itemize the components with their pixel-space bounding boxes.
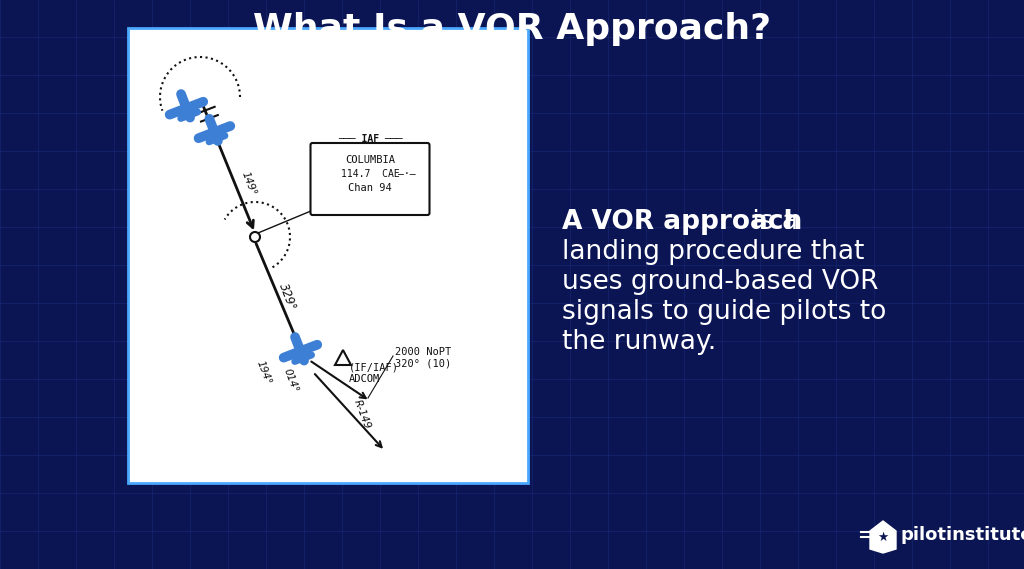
- Text: R-149: R-149: [352, 398, 373, 430]
- Text: 329°: 329°: [276, 282, 298, 312]
- Text: What Is a VOR Approach?: What Is a VOR Approach?: [253, 12, 771, 46]
- Text: landing procedure that: landing procedure that: [562, 239, 864, 265]
- Text: the runway.: the runway.: [562, 329, 716, 355]
- Text: COLUMBIA: COLUMBIA: [345, 155, 395, 165]
- Text: pilotinstitute: pilotinstitute: [901, 526, 1024, 544]
- Bar: [128, 28, 528, 483]
- Text: ★: ★: [878, 530, 889, 543]
- Text: A VOR approach: A VOR approach: [562, 209, 802, 235]
- Text: 194°: 194°: [255, 360, 273, 386]
- Text: 014°: 014°: [282, 368, 300, 394]
- Text: 2000 NoPT
320° (10): 2000 NoPT 320° (10): [395, 347, 452, 369]
- Text: signals to guide pilots to: signals to guide pilots to: [562, 299, 887, 325]
- Polygon shape: [870, 521, 896, 553]
- Text: ─── IAF ───: ─── IAF ───: [338, 134, 402, 144]
- Circle shape: [250, 232, 260, 242]
- Text: uses ground-based VOR: uses ground-based VOR: [562, 269, 879, 295]
- Text: 149°: 149°: [240, 171, 258, 197]
- Text: 114.7  CAE: 114.7 CAE: [341, 169, 399, 179]
- Text: Chan 94: Chan 94: [348, 183, 392, 193]
- Text: –·–: –·–: [398, 169, 416, 179]
- Text: is a: is a: [744, 209, 798, 235]
- FancyBboxPatch shape: [310, 143, 429, 215]
- Text: (IF/IAF)
ADCOM: (IF/IAF) ADCOM: [349, 362, 399, 384]
